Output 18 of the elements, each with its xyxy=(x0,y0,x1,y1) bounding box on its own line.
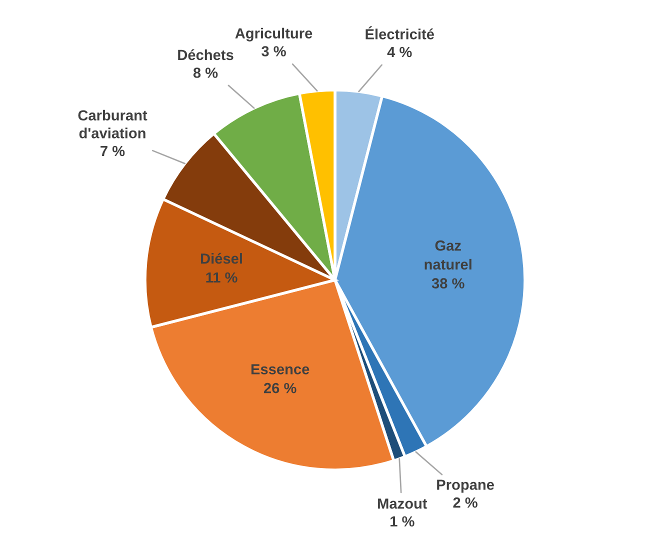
slice-label: Électricité xyxy=(366,26,434,40)
slice-label: Carburant d'aviation xyxy=(78,110,148,138)
slice-label: Diésel xyxy=(201,252,242,264)
slice-label: Mazout xyxy=(378,498,428,509)
slice-label: Déchets xyxy=(178,49,234,60)
data-label: 4 % xyxy=(387,46,412,58)
data-label: 11 % xyxy=(206,272,238,283)
data-label: 38 % xyxy=(432,278,464,289)
data-label: 3 % xyxy=(262,46,286,56)
data-label: 26 % xyxy=(264,382,296,394)
data-label: 2 % xyxy=(453,497,478,508)
slice-label: Essence xyxy=(251,364,310,374)
data-label: 1 % xyxy=(390,516,414,527)
data-label: 7 % xyxy=(100,146,125,156)
slice-label: Gaz naturel xyxy=(424,240,472,270)
slice-label: Propane xyxy=(437,480,494,493)
slice-label: Agriculture xyxy=(235,28,312,42)
data-label: 8 % xyxy=(193,68,218,78)
